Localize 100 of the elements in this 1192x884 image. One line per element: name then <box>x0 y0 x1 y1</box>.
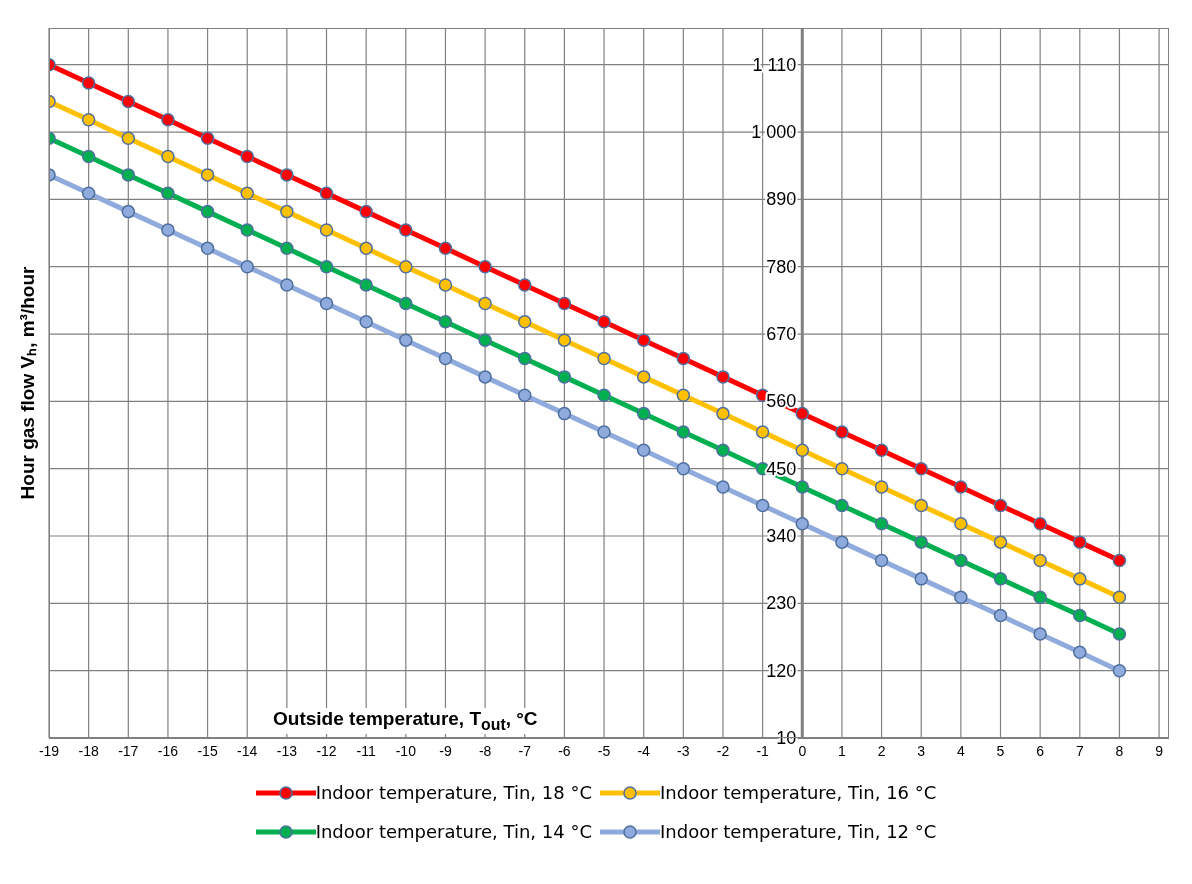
x-tick-label: -11 <box>356 742 376 759</box>
point <box>280 241 294 256</box>
point <box>676 461 691 476</box>
point <box>359 315 373 329</box>
point <box>240 149 254 164</box>
point <box>399 223 413 237</box>
point <box>874 480 889 494</box>
y-tick-label: 780 <box>766 256 797 277</box>
x-tick-label: -14 <box>237 742 258 759</box>
point <box>954 480 968 494</box>
point <box>716 370 730 384</box>
point <box>597 351 611 366</box>
point <box>200 131 215 145</box>
legend-label: Indoor temperature, Tin, 18 °C <box>315 782 592 803</box>
point <box>795 443 810 458</box>
point <box>874 553 889 568</box>
x-tick-label: -1 <box>756 742 770 759</box>
x-tick-label: 2 <box>877 742 886 759</box>
point <box>319 296 334 311</box>
x-tick-label: -3 <box>677 742 690 759</box>
point <box>636 333 651 347</box>
point <box>874 443 889 458</box>
x-tick-label: -13 <box>276 742 298 759</box>
x-tick-label: -5 <box>597 742 611 759</box>
point <box>121 131 136 145</box>
point <box>121 204 136 219</box>
x-tick-label: -19 <box>38 742 60 759</box>
x-tick-label: -7 <box>518 742 532 759</box>
point <box>280 204 294 219</box>
x-tick-label: 8 <box>1115 742 1124 759</box>
point <box>636 443 651 458</box>
point <box>438 241 453 256</box>
point <box>121 168 136 182</box>
point <box>835 498 849 513</box>
x-tick-label: -18 <box>78 742 99 759</box>
point <box>359 204 373 219</box>
point <box>359 241 373 256</box>
point <box>597 315 611 329</box>
x-tick-label: -6 <box>558 742 571 759</box>
point <box>399 259 413 274</box>
point <box>636 370 651 384</box>
point <box>993 498 1008 513</box>
point <box>835 425 849 439</box>
y-tick-label: 120 <box>766 660 797 681</box>
point <box>676 388 691 402</box>
point <box>795 406 810 421</box>
x-tick-label: 9 <box>1155 742 1164 759</box>
point <box>1073 572 1087 586</box>
point <box>200 204 215 219</box>
point <box>676 351 691 366</box>
point <box>81 113 96 127</box>
point <box>954 553 968 568</box>
point <box>438 278 453 292</box>
point <box>597 388 611 402</box>
point <box>557 296 572 311</box>
x-tick-label: -2 <box>716 742 730 759</box>
point <box>121 94 136 109</box>
y-tick-label: 1 110 <box>752 54 797 75</box>
x-tick-label: -16 <box>157 742 179 759</box>
point <box>319 259 334 274</box>
point <box>161 149 175 164</box>
point <box>835 461 849 476</box>
x-axis-title: Outside temperature, T$_{out}$, °C <box>267 708 544 734</box>
point <box>240 223 254 237</box>
point <box>518 278 532 292</box>
point <box>478 370 492 384</box>
point <box>795 480 810 494</box>
point <box>280 278 294 292</box>
point <box>478 333 492 347</box>
x-tick-label: -4 <box>637 742 651 759</box>
point <box>478 259 492 274</box>
point <box>795 517 810 531</box>
point <box>81 186 96 201</box>
point <box>676 425 691 439</box>
point <box>161 113 175 127</box>
point <box>1112 553 1127 568</box>
point <box>874 517 889 531</box>
point <box>954 590 968 604</box>
y-tick-label: 230 <box>766 593 797 614</box>
point <box>161 186 175 201</box>
point <box>597 425 611 439</box>
point <box>993 608 1008 623</box>
point <box>438 315 453 329</box>
point <box>1112 627 1127 641</box>
point <box>716 443 730 458</box>
point <box>755 498 770 513</box>
point <box>518 351 532 366</box>
point <box>914 498 928 513</box>
x-tick-label: 5 <box>996 742 1005 759</box>
point <box>280 168 294 182</box>
x-tick-label: -15 <box>197 742 218 759</box>
point <box>1112 663 1127 678</box>
point <box>438 351 453 366</box>
point <box>81 149 96 164</box>
legend-label: Indoor temperature, Tin, 14 °C <box>315 821 592 842</box>
x-tick-label: -12 <box>316 742 337 759</box>
legend-label: Indoor temperature, Tin, 16 °C <box>660 782 937 803</box>
x-tick-label: 7 <box>1075 742 1084 759</box>
x-tick-label: 3 <box>917 742 926 759</box>
point <box>1033 553 1047 568</box>
